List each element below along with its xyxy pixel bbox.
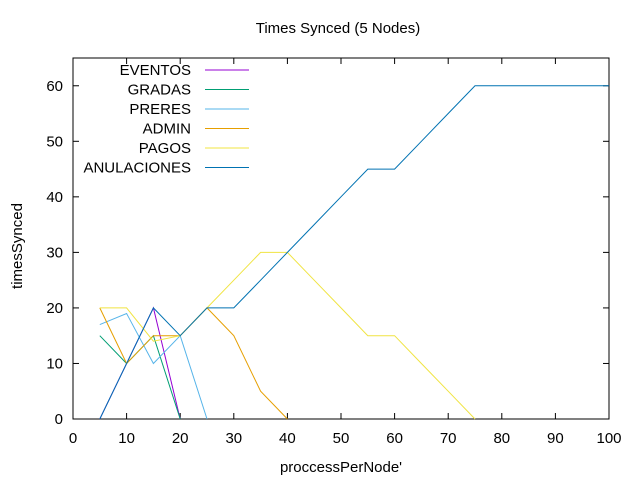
x-tick-label: 10: [118, 430, 135, 447]
legend-label-eventos: EVENTOS: [120, 62, 191, 79]
legend-label-anulaciones: ANULACIONES: [83, 160, 191, 177]
y-tick-label: 60: [46, 78, 63, 95]
legend-label-gradas: GRADAS: [128, 82, 191, 99]
x-tick-label: 0: [69, 430, 77, 447]
chart-title: Times Synced (5 Nodes): [256, 20, 421, 37]
x-tick-label: 80: [493, 430, 510, 447]
y-tick-label: 50: [46, 133, 63, 150]
x-tick-label: 90: [547, 430, 564, 447]
y-tick-label: 0: [55, 411, 63, 428]
x-tick-label: 70: [440, 430, 457, 447]
x-tick-label: 60: [386, 430, 403, 447]
x-tick-label: 40: [279, 430, 296, 447]
y-tick-label: 30: [46, 244, 63, 261]
x-tick-label: 50: [333, 430, 350, 447]
x-tick-label: 30: [225, 430, 242, 447]
x-tick-label: 20: [172, 430, 189, 447]
axis-ticks: 0 10 20 30 40 50 60 70 80 90 100 0 10 20 30 40 50 60: [46, 58, 622, 447]
series-line-admin: [99, 307, 288, 420]
y-tick-label: 40: [46, 189, 63, 206]
legend-label-pagos: PAGOS: [139, 140, 191, 157]
series-line-preres: [99, 312, 208, 420]
series-layer: [99, 85, 609, 420]
legend-label-admin: ADMIN: [143, 121, 191, 138]
legend-label-preres: PRERES: [129, 101, 191, 118]
y-tick-label: 10: [46, 355, 63, 372]
x-tick-label: 100: [596, 430, 621, 447]
y-tick-label: 20: [46, 300, 63, 317]
series-line-anulaciones: [99, 85, 609, 420]
y-axis-label: timesSynced: [9, 203, 26, 289]
x-axis-label: proccessPerNode': [280, 459, 402, 476]
legend: EVENTOS GRADAS PRERES ADMIN PAGOS ANULACIONES: [83, 62, 249, 177]
